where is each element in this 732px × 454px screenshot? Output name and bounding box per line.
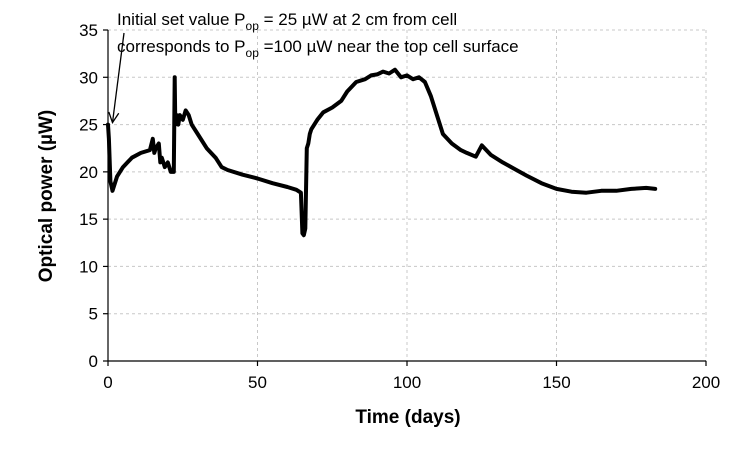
axis-layer [103,29,707,366]
annotation-line-2-pre: corresponds to P [117,37,246,56]
y-axis-title: Optical power (µW) [36,110,57,282]
annotation-line-2: corresponds to Pop =100 µW near the top … [117,37,519,60]
x-tick-label-50: 50 [248,373,267,392]
annotation-line-1-post: = 25 µW at 2 cm from cell [259,10,457,29]
series-line-1 [106,67,658,238]
y-tick-label-10: 10 [79,257,98,276]
annotation-arrow [108,32,125,125]
x-tick-label-200: 200 [692,373,720,392]
y-tick-label-30: 30 [79,68,98,87]
x-tick-label-150: 150 [542,373,570,392]
y-tick-label-0: 0 [89,352,98,371]
annotation-line-2-post: =100 µW near the top cell surface [259,37,519,56]
annotation-line-1: Initial set value Pop = 25 µW at 2 cm fr… [117,10,457,33]
annotation-line-1-pre: Initial set value P [117,10,246,29]
y-tick-label-35: 35 [79,21,98,40]
arrow-shaft [111,32,125,123]
annotation: Initial set value Pop = 25 µW at 2 cm fr… [108,10,519,125]
y-tick-label-25: 25 [79,116,98,135]
y-tick-label-5: 5 [89,305,98,324]
series-layer [106,67,658,238]
y-tick-label-15: 15 [79,210,98,229]
x-tick-label-100: 100 [393,373,421,392]
tick-label-layer: 0 5 10 15 20 25 30 35 0 50 100 150 200 [79,21,720,392]
y-tick-label-20: 20 [79,163,98,182]
x-tick-label-0: 0 [103,373,112,392]
annotation-line-1-sub: op [246,19,260,33]
annotation-line-2-sub: op [246,46,260,60]
grid-layer [108,29,707,361]
x-axis-title: Time (days) [355,407,460,428]
arrow-head [108,111,120,125]
